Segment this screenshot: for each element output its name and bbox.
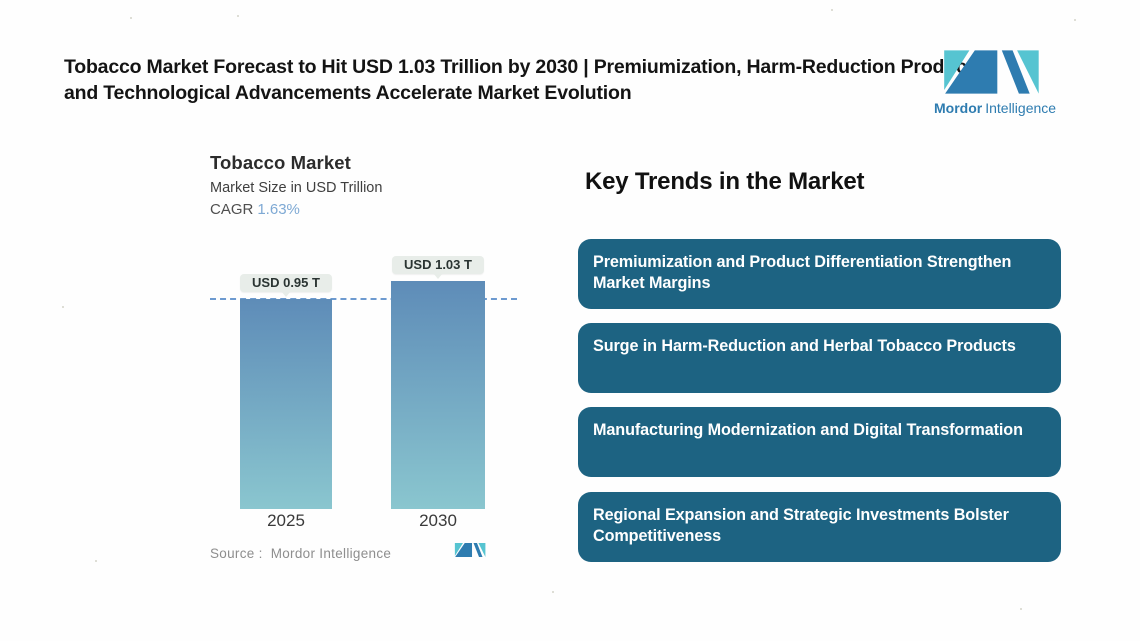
noise-speck [62, 306, 64, 308]
brand-name-bold: Mordor [934, 100, 983, 116]
noise-speck [552, 591, 554, 593]
noise-speck [831, 9, 833, 11]
noise-speck [1020, 608, 1022, 610]
chart-title: Tobacco Market [210, 152, 351, 173]
bar-group-2025: USD 0.95 T [240, 274, 332, 509]
key-trends-heading: Key Trends in the Market [585, 168, 865, 195]
headline: Tobacco Market Forecast to Hit USD 1.03 … [64, 56, 989, 104]
bar-value-label-2025: USD 0.95 T [240, 274, 332, 292]
brand-name-regular: Intelligence [985, 100, 1057, 116]
trend-card-1-text: Premiumization and Product Differentiati… [593, 253, 1012, 292]
bar-2025 [240, 299, 332, 509]
chart-subtitle: Market Size in USD Trillion [210, 180, 383, 196]
bar-2030 [391, 281, 485, 509]
brand-name: Mordor Intelligence [934, 100, 1056, 116]
trend-card-2-text: Surge in Harm-Reduction and Herbal Tobac… [593, 337, 1016, 355]
axis-label-2025: 2025 [267, 511, 305, 530]
reference-dashed-line [210, 298, 517, 300]
noise-speck [1074, 19, 1076, 21]
source-row: Source : Mordor Intelligence [210, 546, 391, 561]
cagr-label: CAGR [210, 201, 254, 218]
trend-card-2: Surge in Harm-Reduction and Herbal Tobac… [578, 323, 1061, 393]
bar-value-label-2030: USD 1.03 T [392, 256, 484, 274]
mordor-logo-mark-small-icon [454, 543, 486, 557]
chart-cagr-row: CAGR 1.63% [210, 201, 300, 218]
axis-label-2030: 2030 [419, 511, 457, 530]
trend-card-3-text: Manufacturing Modernization and Digital … [593, 421, 1023, 439]
cagr-value: 1.63% [257, 201, 300, 218]
trend-card-4: Regional Expansion and Strategic Investm… [578, 492, 1061, 562]
noise-speck [95, 560, 97, 562]
mordor-logo-icon [944, 50, 1039, 94]
source-label: Source : [210, 546, 263, 561]
noise-speck [237, 15, 239, 17]
bar-group-2030: USD 1.03 T [391, 256, 485, 509]
trend-card-1: Premiumization and Product Differentiati… [578, 239, 1061, 309]
brand-block: Mordor Intelligence [934, 45, 1056, 116]
trend-card-3: Manufacturing Modernization and Digital … [578, 407, 1061, 477]
source-value: Mordor Intelligence [270, 546, 392, 561]
noise-speck [130, 17, 132, 19]
trend-card-4-text: Regional Expansion and Strategic Investm… [593, 506, 1009, 545]
